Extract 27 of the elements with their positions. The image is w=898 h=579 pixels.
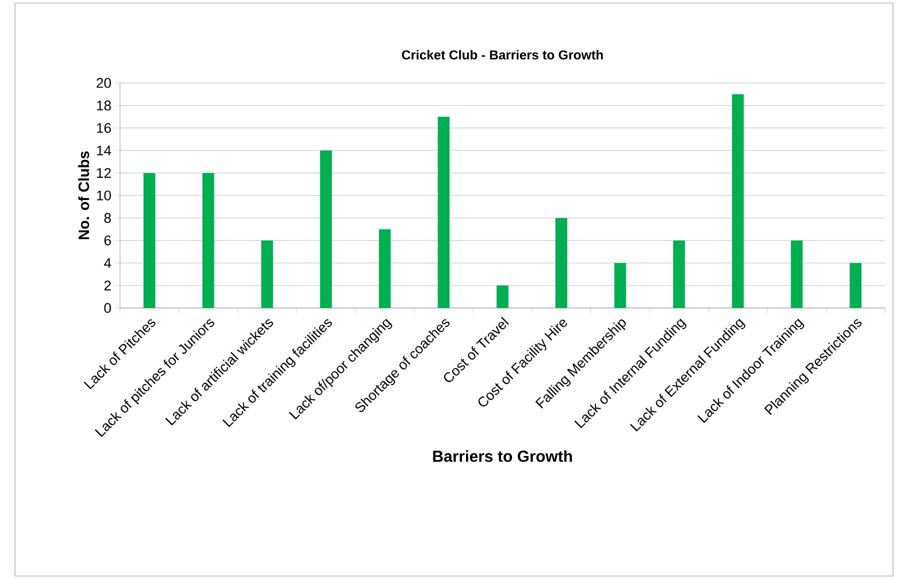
bar (261, 240, 274, 308)
bar (850, 262, 862, 308)
y-tick-label: 14 (97, 146, 112, 156)
y-tick-label: 10 (97, 190, 111, 200)
y-tick-label: 2 (104, 280, 111, 290)
bar (378, 229, 391, 308)
bar (790, 240, 803, 308)
x-axis-title: Barriers to Growth (433, 450, 572, 462)
bar (555, 218, 568, 308)
y-tick-label: 20 (96, 78, 111, 88)
y-tick-label: 18 (97, 100, 111, 110)
y-tick-label: 12 (97, 168, 111, 178)
bar (320, 150, 332, 308)
y-tick-label: 0 (104, 303, 111, 313)
chart-title: Cricket Club - Barriers to Growth (402, 50, 603, 60)
bar (202, 172, 214, 308)
y-tick-label: 6 (104, 236, 111, 246)
bar (144, 172, 156, 308)
y-tick-label: 4 (104, 258, 112, 268)
bar (614, 262, 626, 308)
bar (496, 285, 508, 308)
y-tick-label: 8 (104, 213, 111, 223)
y-tick-label: 16 (97, 123, 111, 133)
bar (673, 240, 685, 308)
bar (438, 116, 450, 308)
y-axis-title: No. of Clubs (78, 151, 90, 240)
bar (732, 94, 744, 308)
